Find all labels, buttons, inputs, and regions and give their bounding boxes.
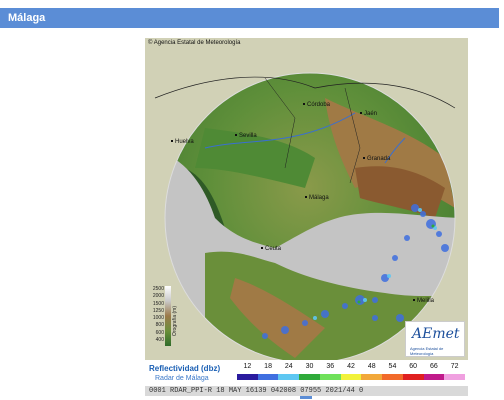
reflectivity-color-swatch [361, 374, 383, 380]
reflectivity-scale: 12 18 24 30 36 42 48 54 60 66 72 [237, 363, 466, 380]
reflectivity-legend: Reflectividad (dbz) Radar de Málaga 12 18… [145, 360, 468, 400]
aemet-logo: AEmet Agencia Estatal de Meteorología [405, 321, 465, 357]
city-label: Ceuta [261, 246, 281, 252]
orography-level: 2500 [152, 286, 164, 292]
scroll-indicator[interactable] [300, 396, 312, 399]
reflectivity-color-bar [237, 374, 466, 380]
orography-levels: 2500 2000 1500 1250 1000 800 600 400 [147, 286, 164, 344]
reflectivity-color-swatch [402, 374, 424, 380]
radar-image: © Agencia Estatal de Meteorología Córdob… [145, 38, 468, 400]
aemet-logo-word: AEmet [412, 326, 460, 342]
reflectivity-title: Reflectividad (dbz) [149, 364, 221, 373]
reflectivity-color-swatch [444, 374, 466, 380]
radar-map [145, 38, 468, 368]
reflectivity-tick: 36 [326, 363, 335, 370]
radar-name: Radar de Málaga [155, 375, 209, 382]
reflectivity-color-swatch [278, 374, 300, 380]
city-label: Sevilla [235, 133, 257, 139]
reflectivity-tick: 72 [450, 363, 459, 370]
reflectivity-color-swatch [319, 374, 341, 380]
page-title: Málaga [8, 12, 46, 24]
reflectivity-tick: 30 [305, 363, 314, 370]
orography-legend: 2500 2000 1500 1250 1000 800 600 400 Oro… [147, 286, 179, 346]
reflectivity-color-swatch [340, 374, 362, 380]
reflectivity-color-swatch [382, 374, 403, 380]
reflectivity-tick: 24 [284, 363, 293, 370]
copyright-text: © Agencia Estatal de Meteorología [148, 40, 241, 46]
orography-level: 1500 [152, 300, 164, 307]
reflectivity-tick: 48 [367, 363, 376, 370]
orography-level: 2000 [152, 293, 164, 300]
orography-title: Orografía (m) [172, 306, 178, 337]
page-header: Málaga [0, 8, 499, 28]
city-label: Melilla [413, 298, 434, 304]
reflectivity-tick: 60 [409, 363, 418, 370]
reflectivity-ticks: 12 18 24 30 36 42 48 54 60 66 72 [237, 363, 465, 373]
aemet-logo-subtitle: Agencia Estatal de Meteorología [410, 346, 444, 356]
reflectivity-color-swatch [423, 374, 445, 380]
city-label: Málaga [305, 195, 329, 201]
city-label: Jaén [360, 111, 377, 117]
city-label: Granada [363, 156, 390, 162]
reflectivity-tick: 18 [264, 363, 272, 370]
orography-level: 1000 [152, 315, 164, 322]
city-label: Córdoba [303, 102, 330, 108]
reflectivity-tick: 12 [243, 363, 252, 370]
orography-level: 800 [155, 322, 164, 329]
orography-level: 1250 [152, 307, 164, 314]
radar-status-line: 0001 RDAR_PPI-R 18 MAY 16139 042008 0795… [145, 386, 468, 396]
orography-color-bar [165, 286, 171, 346]
reflectivity-color-swatch [299, 374, 320, 380]
orography-level: 600 [155, 329, 164, 336]
orography-level: 400 [155, 337, 164, 344]
city-label: Huelva [171, 139, 194, 145]
reflectivity-color-swatch [257, 374, 279, 380]
reflectivity-tick: 42 [347, 363, 355, 370]
reflectivity-color-swatch [237, 374, 258, 380]
reflectivity-tick: 54 [388, 363, 397, 370]
reflectivity-tick: 66 [430, 363, 438, 370]
